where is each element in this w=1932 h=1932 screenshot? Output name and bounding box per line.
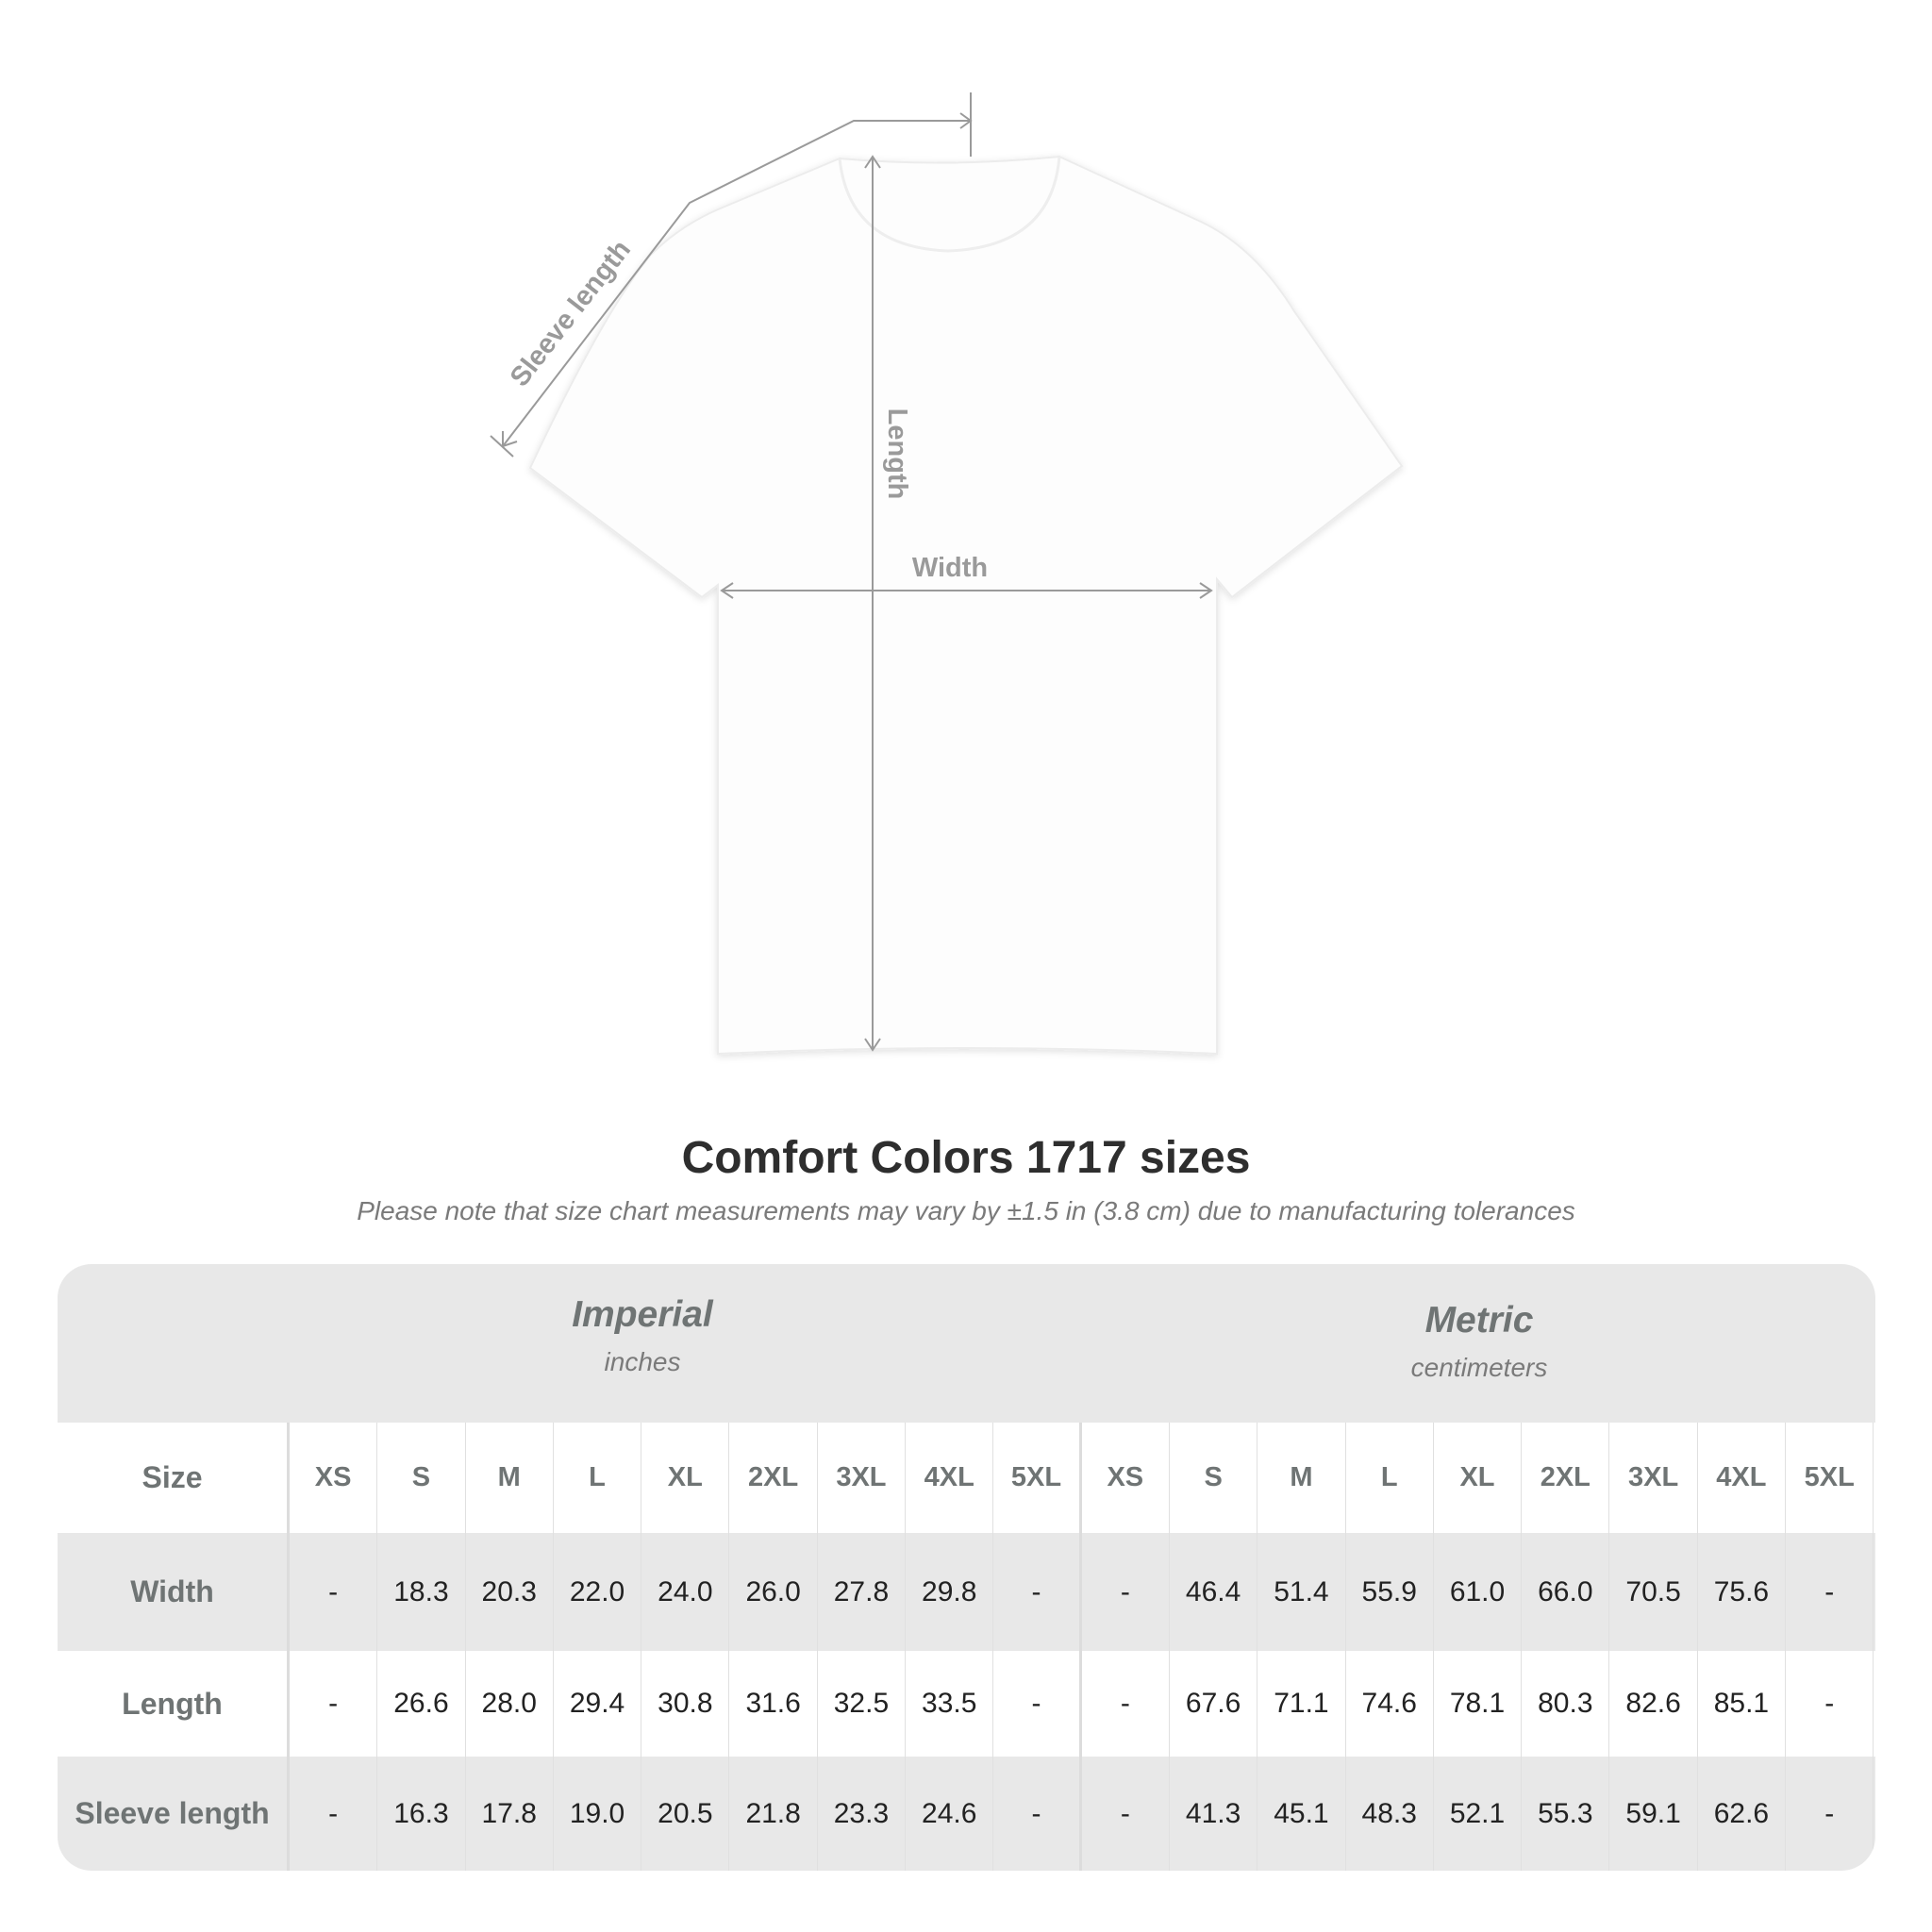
imperial-value-cell: 27.8 [818,1533,907,1651]
imperial-value-cell: 32.5 [818,1651,907,1757]
imperial-size-header: 5XL [993,1423,1082,1533]
metric-value-cell: - [1082,1533,1170,1651]
imperial-value-cell: 19.0 [554,1757,642,1871]
metric-value-cell: 55.3 [1522,1757,1610,1871]
row-label: Length [58,1651,290,1757]
metric-size-header: M [1257,1423,1346,1533]
size-header-row: Size XS S M L XL 2XL 3XL 4XL 5XL XS S M L XL 2XL 3XL 4XL 5… [58,1423,1875,1533]
imperial-size-header: S [377,1423,466,1533]
metric-value-cell: 62.6 [1698,1757,1787,1871]
table-row: Length -26.6 28.0 29.4 30.8 31.6 32.5 33.5- -67.… [58,1651,1875,1757]
size-table: Imperial inches Metric centimeters Size X… [58,1264,1875,1871]
table-row: Sleeve length -16.3 17.8 19.0 20.5 21.8 23.3 24… [58,1757,1875,1871]
metric-size-header: XL [1434,1423,1523,1533]
imperial-size-header: M [466,1423,554,1533]
imperial-value-cell: 24.6 [906,1757,994,1871]
imperial-size-header: 3XL [818,1423,907,1533]
metric-size-header: 4XL [1698,1423,1787,1533]
imperial-value-cell: - [290,1533,378,1651]
imperial-value-cell: 28.0 [466,1651,554,1757]
metric-value-cell: 55.9 [1346,1533,1434,1651]
metric-value-cell: - [1082,1757,1170,1871]
metric-value-cell: 48.3 [1346,1757,1434,1871]
metric-value-cell: 78.1 [1434,1651,1523,1757]
metric-value-cell: 66.0 [1522,1533,1610,1651]
imperial-value-cell: 22.0 [554,1533,642,1651]
imperial-value-cell: 29.8 [906,1533,994,1651]
metric-value-cell: 82.6 [1609,1651,1698,1757]
collar [838,156,1061,253]
imperial-value-cell: - [290,1757,378,1871]
measurement-lines [490,92,1213,1052]
imperial-value-cell: - [993,1651,1082,1757]
imperial-size-header: XS [290,1423,378,1533]
width-label: Width [912,553,988,583]
imperial-value-cell: 33.5 [906,1651,994,1757]
imperial-size-header: XL [641,1423,730,1533]
metric-value-cell: 67.6 [1170,1651,1258,1757]
metric-value-cell: 75.6 [1698,1533,1787,1651]
metric-size-header: XS [1082,1423,1170,1533]
imperial-value-cell: 20.5 [641,1757,730,1871]
imperial-value-cell: 17.8 [466,1757,554,1871]
imperial-size-header: 4XL [906,1423,994,1533]
imperial-value-cell: 29.4 [554,1651,642,1757]
metric-value-cell: - [1082,1651,1170,1757]
imperial-title: Imperial [572,1294,713,1335]
row-label: Width [58,1533,290,1651]
imperial-value-cell: 23.3 [818,1757,907,1871]
metric-value-cell: - [1786,1651,1874,1757]
metric-title: Metric [1424,1300,1534,1341]
imperial-value-cell: 26.6 [377,1651,466,1757]
metric-size-header: 5XL [1786,1423,1874,1533]
imperial-header: Imperial inches [246,1294,1039,1377]
metric-value-cell: - [1786,1533,1874,1651]
metric-value-cell: 46.4 [1170,1533,1258,1651]
metric-value-cell: 74.6 [1346,1651,1434,1757]
metric-size-header: 2XL [1522,1423,1610,1533]
metric-unit: centimeters [1410,1353,1548,1382]
imperial-value-cell: 21.8 [729,1757,818,1871]
imperial-value-cell: 31.6 [729,1651,818,1757]
imperial-value-cell: 26.0 [729,1533,818,1651]
metric-value-cell: 85.1 [1698,1651,1787,1757]
tshirt-image [528,155,1404,1056]
metric-value-cell: 59.1 [1609,1757,1698,1871]
imperial-unit: inches [604,1347,681,1376]
metric-value-cell: 51.4 [1257,1533,1346,1651]
imperial-value-cell: 30.8 [641,1651,730,1757]
metric-size-header: S [1170,1423,1258,1533]
imperial-size-header: L [554,1423,642,1533]
metric-header: Metric centimeters [1083,1300,1875,1383]
metric-value-cell: 71.1 [1257,1651,1346,1757]
tolerance-note: Please note that size chart measurements… [357,1196,1575,1225]
metric-value-cell: 41.3 [1170,1757,1258,1871]
imperial-value-cell: - [290,1651,378,1757]
unit-system-header: Imperial inches Metric centimeters [58,1264,1875,1423]
metric-value-cell: 70.5 [1609,1533,1698,1651]
length-label: Length [882,408,912,500]
metric-value-cell: 61.0 [1434,1533,1523,1651]
metric-size-header: L [1346,1423,1434,1533]
size-label: Size [58,1423,290,1533]
imperial-size-header: 2XL [729,1423,818,1533]
imperial-value-cell: 20.3 [466,1533,554,1651]
imperial-value-cell: - [993,1533,1082,1651]
row-label: Sleeve length [58,1757,290,1871]
metric-value-cell: 45.1 [1257,1757,1346,1871]
imperial-value-cell: 18.3 [377,1533,466,1651]
metric-size-header: 3XL [1609,1423,1698,1533]
tshirt-measurement-diagram: Sleeve length Length Width [490,92,1404,1056]
metric-value-cell: - [1786,1757,1874,1871]
table-row: Width -18.3 20.3 22.0 24.0 26.0 27.8 29.8- -46.4… [58,1533,1875,1651]
imperial-value-cell: 24.0 [641,1533,730,1651]
imperial-value-cell: - [993,1757,1082,1871]
metric-value-cell: 80.3 [1522,1651,1610,1757]
imperial-value-cell: 16.3 [377,1757,466,1871]
page-title: Comfort Colors 1717 sizes [681,1133,1251,1183]
metric-value-cell: 52.1 [1434,1757,1523,1871]
